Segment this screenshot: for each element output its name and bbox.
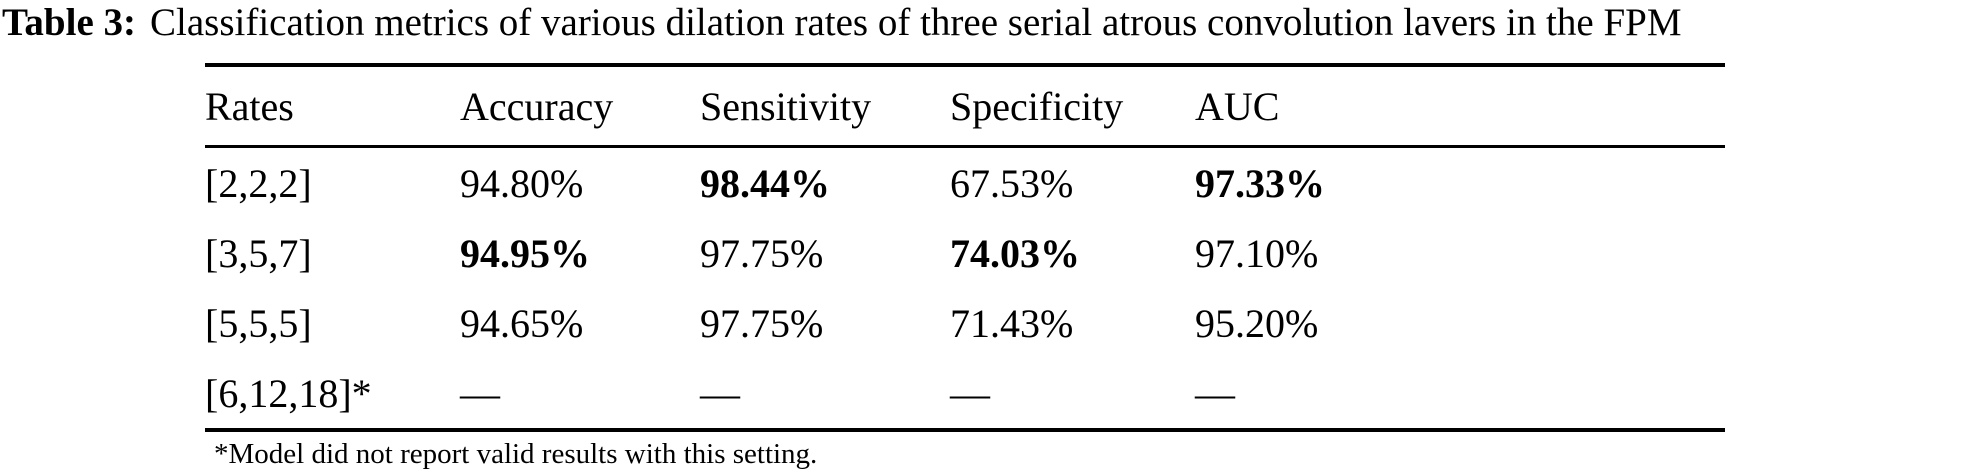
- table-footnote: *Model did not report valid results with…: [214, 438, 818, 470]
- metric-cell: —: [1195, 358, 1725, 432]
- metric-cell: 94.65%: [460, 300, 584, 346]
- column-header-specificity: Specificity: [950, 63, 1195, 148]
- metric-cell: —: [950, 358, 1195, 432]
- table-row: [2,2,2] 94.80% 98.44% 67.53% 97.33%: [205, 147, 1725, 219]
- metric-cell: 94.95%: [460, 230, 590, 276]
- metric-cell: 97.33%: [1195, 160, 1325, 206]
- table-caption-label: Table 3:: [2, 1, 137, 44]
- metric-cell: 71.43%: [950, 300, 1074, 346]
- table-row: [6,12,18]* — — — —: [205, 358, 1725, 432]
- metrics-table: Rates Accuracy Sensitivity Specificity A…: [205, 63, 1725, 432]
- table-row: [3,5,7] 94.95% 97.75% 74.03% 97.10%: [205, 218, 1725, 288]
- metric-cell: 67.53%: [950, 160, 1074, 206]
- table-container: Rates Accuracy Sensitivity Specificity A…: [205, 63, 1725, 432]
- metric-cell: —: [700, 358, 950, 432]
- table-header-row: Rates Accuracy Sensitivity Specificity A…: [205, 63, 1725, 148]
- table-header: Rates Accuracy Sensitivity Specificity A…: [205, 63, 1725, 148]
- table-caption: Table 3: Classification metrics of variou…: [2, 1, 1682, 45]
- rates-cell: [3,5,7]: [205, 230, 312, 276]
- metric-cell: 97.75%: [700, 230, 824, 276]
- metric-cell: 98.44%: [700, 160, 830, 206]
- table-body: [2,2,2] 94.80% 98.44% 67.53% 97.33% [3,5,7] 94…: [205, 147, 1725, 432]
- metric-cell: 97.10%: [1195, 230, 1319, 276]
- metric-cell: 94.80%: [460, 160, 584, 206]
- metric-cell: —: [460, 358, 700, 432]
- column-header-accuracy: Accuracy: [460, 63, 700, 148]
- table-caption-text: Classification metrics of various dilati…: [150, 1, 1682, 44]
- rates-cell: [5,5,5]: [205, 300, 312, 346]
- metric-cell: 95.20%: [1195, 300, 1319, 346]
- column-header-sensitivity: Sensitivity: [700, 63, 950, 148]
- rates-cell: [6,12,18]*: [205, 358, 460, 432]
- rates-cell: [2,2,2]: [205, 160, 312, 206]
- column-header-auc: AUC: [1195, 63, 1725, 148]
- metric-cell: 74.03%: [950, 230, 1080, 276]
- table-row: [5,5,5] 94.65% 97.75% 71.43% 95.20%: [205, 288, 1725, 358]
- column-header-rates: Rates: [205, 63, 460, 148]
- metric-cell: 97.75%: [700, 300, 824, 346]
